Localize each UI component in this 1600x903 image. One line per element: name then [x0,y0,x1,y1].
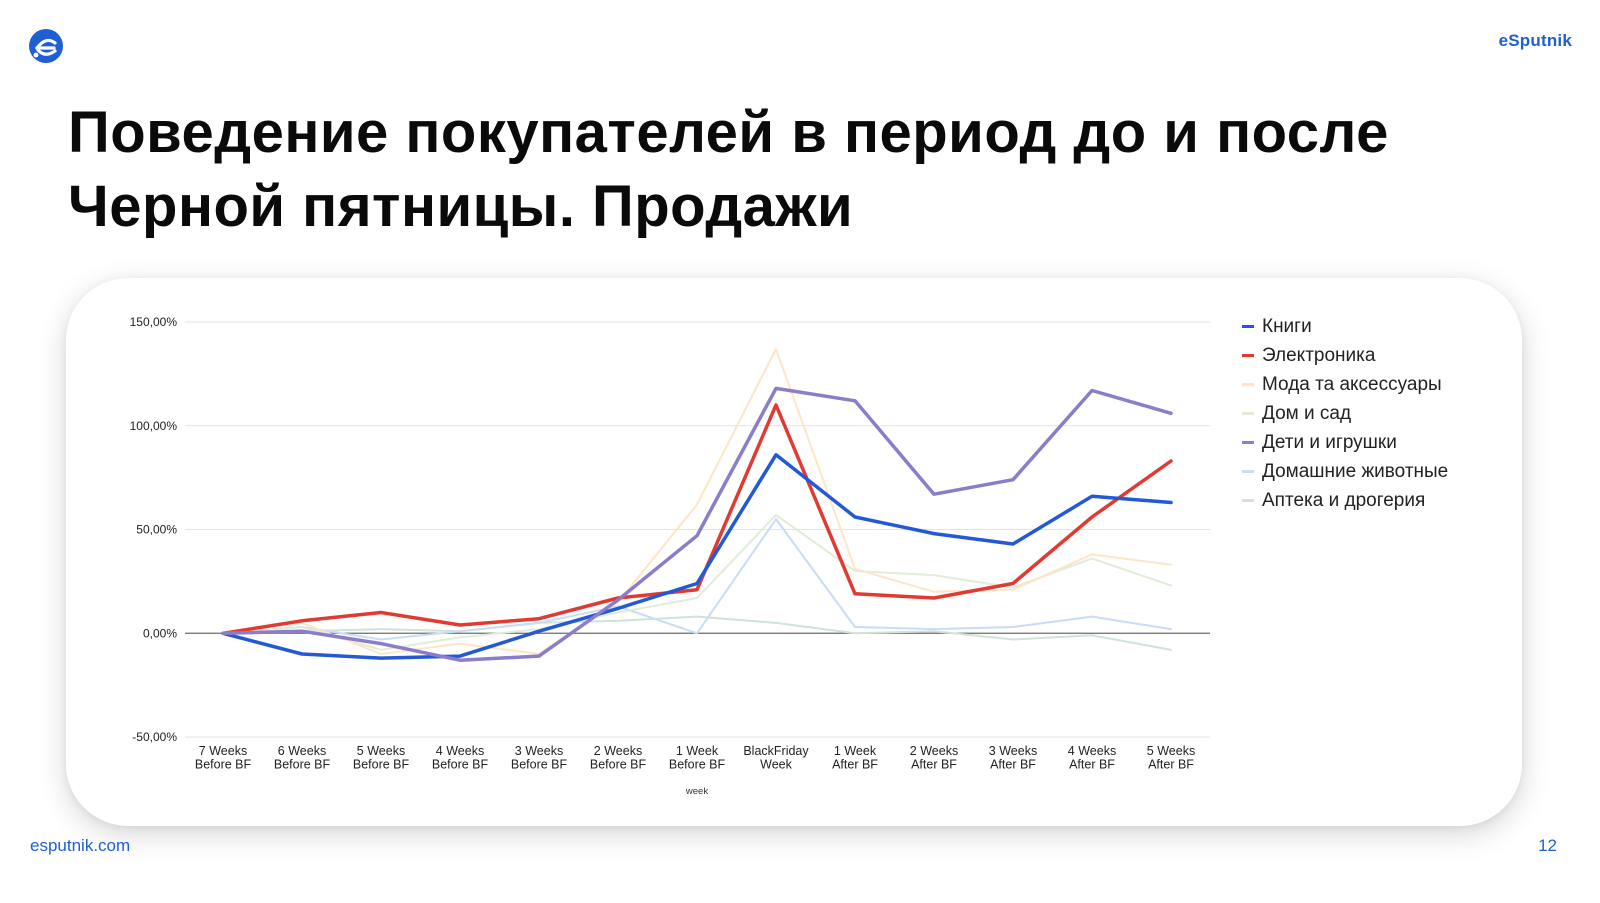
series-line [221,453,1173,660]
x-tick-label: 6 Weeks Before BF [274,744,331,772]
legend-label: Мода та аксессуары [1262,373,1442,395]
legend-item: Мода та аксессуары [1240,370,1448,399]
legend-swatch [1242,470,1254,473]
x-tick-label: 2 Weeks After BF [910,744,958,772]
legend-item: Аптека и дрогерия [1240,486,1448,515]
y-tick-label: 50,00% [136,523,177,537]
x-tick-label: 4 Weeks After BF [1068,744,1116,772]
legend-label: Электроника [1262,344,1376,366]
x-tick-label: 2 Weeks Before BF [590,744,647,772]
chart-legend: Книги Электроника Мода та аксессуары Дом и … [1240,312,1448,515]
x-tick-label: 3 Weeks After BF [989,744,1037,772]
x-axis-title: week [685,786,708,797]
legend-label: Книги [1262,315,1312,337]
x-tick-label: 5 Weeks After BF [1147,744,1195,772]
legend-item: Электроника [1240,341,1448,370]
series-line [221,403,1173,636]
legend-swatch [1242,412,1254,415]
brand-name: eSputnik [1498,31,1572,50]
legend-label: Аптека и дрогерия [1262,489,1426,511]
chart-card [66,278,1522,826]
title-line-1: Поведение покупателей в период до и посл… [68,100,1389,165]
x-tick-label: 4 Weeks Before BF [432,744,489,772]
legend-label: Дети и игрушки [1262,431,1397,453]
legend-item: Дети и игрушки [1240,428,1448,457]
x-tick-label: BlackFriday Week [743,744,809,772]
legend-item: Книги [1240,312,1448,341]
series-line [221,386,1173,662]
page-number: 12 [1538,836,1557,855]
legend-swatch [1242,354,1254,357]
series-line [222,518,1172,641]
x-tick-label: 1 Week After BF [832,744,878,772]
x-tick-label: 3 Weeks Before BF [511,744,568,772]
x-tick-label: 7 Weeks Before BF [195,744,252,772]
esputnik-logo-icon [29,29,63,63]
footer-url[interactable]: esputnik.com [30,836,131,855]
legend-label: Домашние животные [1262,460,1449,482]
legend-item: Домашние животные [1240,457,1448,486]
legend-swatch [1242,499,1254,502]
y-tick-label: 0,00% [143,626,177,640]
legend-swatch [1242,383,1254,386]
y-tick-label: 100,00% [130,419,178,433]
legend-item: Дом и сад [1240,399,1448,428]
y-tick-label: 150,00% [130,315,178,329]
y-tick-label: -50,00% [132,730,177,744]
x-tick-label: 1 Week Before BF [669,744,726,772]
legend-swatch [1242,325,1254,328]
series-line [222,348,1172,655]
page-title: Поведение покупателей в период до и посл… [68,96,1528,244]
legend-label: Дом и сад [1262,402,1352,424]
legend-swatch [1242,441,1254,444]
x-tick-label: 5 Weeks Before BF [353,744,410,772]
title-line-2: Черной пятницы. Продажи [68,174,854,239]
